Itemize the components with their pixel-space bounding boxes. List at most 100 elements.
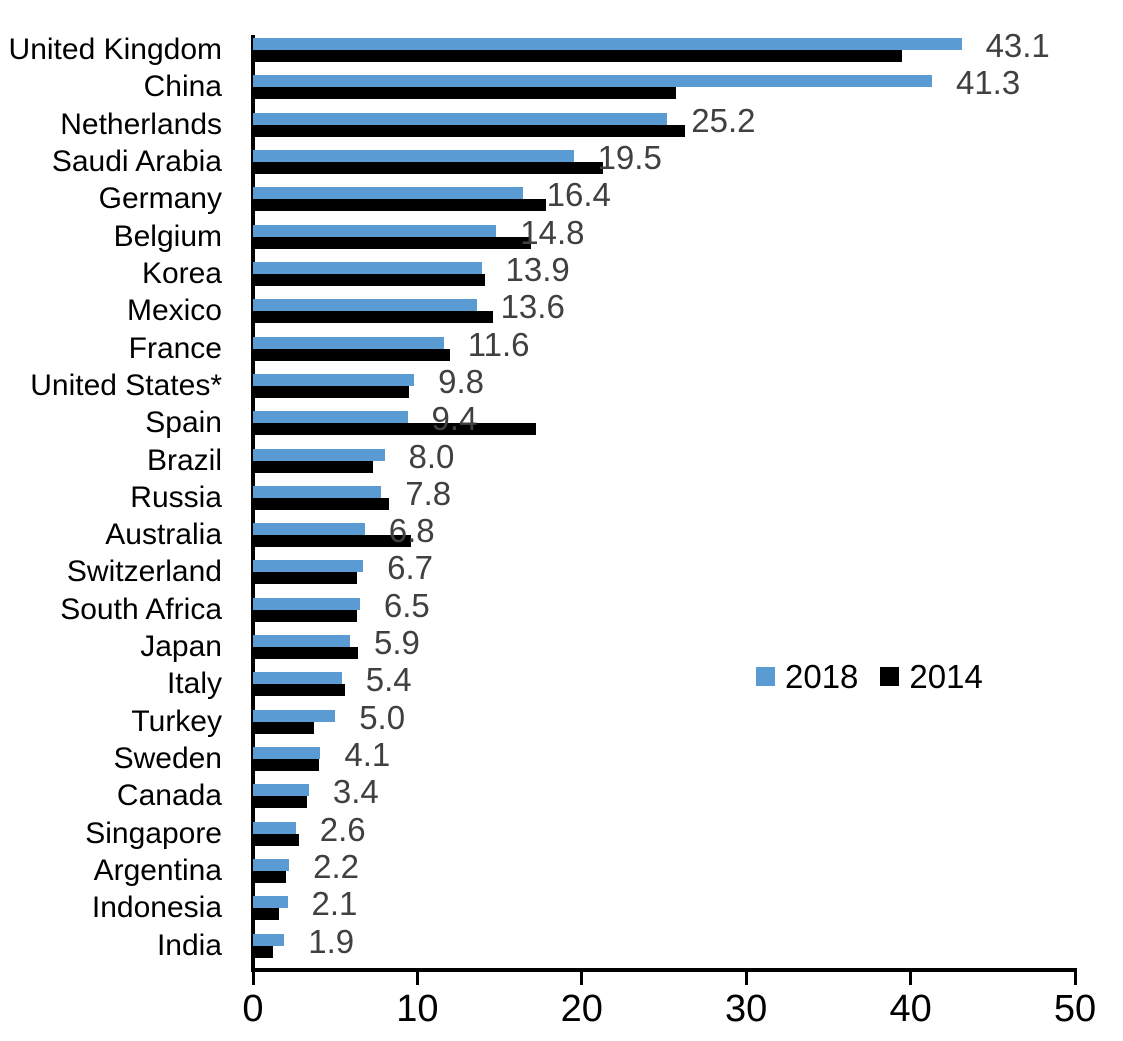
category-label: India xyxy=(156,928,222,962)
category-label: Turkey xyxy=(131,704,222,738)
value-label: 41.3 xyxy=(955,64,1021,102)
x-axis-tick xyxy=(1073,972,1077,985)
x-axis-tick xyxy=(580,972,584,985)
value-label: 9.4 xyxy=(431,400,478,438)
category-label: Mexico xyxy=(126,294,222,328)
category-label: Belgium xyxy=(113,219,222,253)
bar-2014 xyxy=(253,497,390,510)
x-axis-tick-label: 40 xyxy=(889,988,932,1030)
bar-2014 xyxy=(253,273,485,286)
x-axis-line xyxy=(251,968,1077,972)
value-label: 14.8 xyxy=(520,213,585,251)
bar-2018 xyxy=(253,597,360,610)
value-label: 25.2 xyxy=(691,101,756,139)
category-label: Russia xyxy=(130,480,222,514)
category-label: Switzerland xyxy=(66,555,222,589)
bar-2014 xyxy=(253,385,410,398)
bar-2018 xyxy=(253,224,497,237)
legend-item-2018: 2018 xyxy=(756,660,858,693)
bar-2014 xyxy=(253,833,300,846)
category-label: South Africa xyxy=(60,592,222,626)
x-axis-tick-label: 20 xyxy=(560,988,603,1030)
value-label: 16.4 xyxy=(546,176,611,214)
legend: 2018 2014 xyxy=(756,660,983,693)
bar-2018 xyxy=(253,560,364,573)
x-axis-tick xyxy=(415,972,419,985)
value-label: 2.1 xyxy=(311,885,358,923)
plot-area: 43.1 41.3 25.2 19.5 16.4 14.8 13.9 13.6 11.6 9.8 9… xyxy=(242,27,1096,1028)
category-label: Brazil xyxy=(146,443,222,477)
category-label: China xyxy=(143,70,222,104)
bar-2018 xyxy=(253,784,309,797)
value-label: 4.1 xyxy=(344,736,391,774)
bar-2014 xyxy=(253,124,686,137)
bar-2014 xyxy=(253,908,280,921)
category-label: United Kingdom xyxy=(8,33,222,66)
value-label: 6.7 xyxy=(387,549,434,587)
category-label: United States* xyxy=(30,368,222,402)
x-axis-tick-label: 10 xyxy=(396,988,439,1030)
value-label: 1.9 xyxy=(308,922,355,960)
category-label: Germany xyxy=(98,182,222,216)
value-label: 7.8 xyxy=(405,474,452,512)
x-axis-tick-label: 30 xyxy=(725,988,768,1030)
value-label: 5.4 xyxy=(365,661,412,699)
category-label: Spain xyxy=(145,406,222,440)
category-label: Italy xyxy=(166,667,222,701)
category-label: Sweden xyxy=(113,742,222,776)
bar-2014 xyxy=(253,50,903,62)
bar-2018 xyxy=(253,299,477,312)
bar-2018 xyxy=(253,709,336,722)
bar-2014 xyxy=(253,236,531,249)
bar-2014 xyxy=(253,572,357,585)
bar-2014 xyxy=(253,684,346,697)
bar-2018 xyxy=(253,38,962,50)
legend-swatch-2018 xyxy=(756,667,775,686)
bar-2014 xyxy=(253,87,676,100)
value-label: 6.5 xyxy=(383,586,430,624)
bar-2014 xyxy=(253,161,604,174)
bar-2014 xyxy=(253,609,357,622)
bar-2018 xyxy=(253,672,342,685)
category-label: Argentina xyxy=(93,854,222,888)
bar-2018 xyxy=(253,523,365,536)
value-label: 9.8 xyxy=(438,362,484,400)
category-label: Japan xyxy=(140,630,222,664)
bar-2018 xyxy=(253,411,408,424)
category-label: Indonesia xyxy=(91,891,222,925)
bar-2018 xyxy=(253,448,385,461)
category-label: Singapore xyxy=(85,816,222,850)
bar-2018 xyxy=(253,112,668,125)
x-axis-tick-label: 0 xyxy=(242,988,264,1030)
x-axis-tick xyxy=(744,972,748,985)
bar-2018 xyxy=(253,859,290,872)
legend-label-2018: 2018 xyxy=(785,658,859,695)
value-label: 3.4 xyxy=(332,773,379,811)
bar-2018 xyxy=(253,75,932,88)
category-label: Korea xyxy=(141,256,222,290)
bar-2018 xyxy=(253,933,285,946)
bar-2014 xyxy=(253,796,308,809)
bar-2014 xyxy=(253,945,273,958)
bar-2018 xyxy=(253,187,523,200)
value-label: 6.8 xyxy=(388,512,435,550)
category-label: Canada xyxy=(116,779,222,813)
value-label: 8.0 xyxy=(408,437,455,475)
bar-2014 xyxy=(253,460,373,473)
bar-2014 xyxy=(253,348,451,361)
value-label: 2.2 xyxy=(313,848,360,886)
value-label: 43.1 xyxy=(985,27,1050,64)
value-label: 19.5 xyxy=(597,138,662,176)
value-label: 13.9 xyxy=(505,250,570,288)
category-label: Netherlands xyxy=(60,107,222,141)
x-axis-tick-label: 50 xyxy=(1053,988,1097,1030)
category-axis-labels: United Kingdom China Netherlands Saudi Arab… xyxy=(0,35,222,968)
bar-2014 xyxy=(253,199,546,212)
legend-item-2014: 2014 xyxy=(880,660,983,693)
bar-2018 xyxy=(253,485,382,498)
bar-2014 xyxy=(253,721,314,734)
bar-2014 xyxy=(253,871,286,884)
x-axis-tick xyxy=(909,972,913,985)
x-axis-tick xyxy=(251,972,255,985)
